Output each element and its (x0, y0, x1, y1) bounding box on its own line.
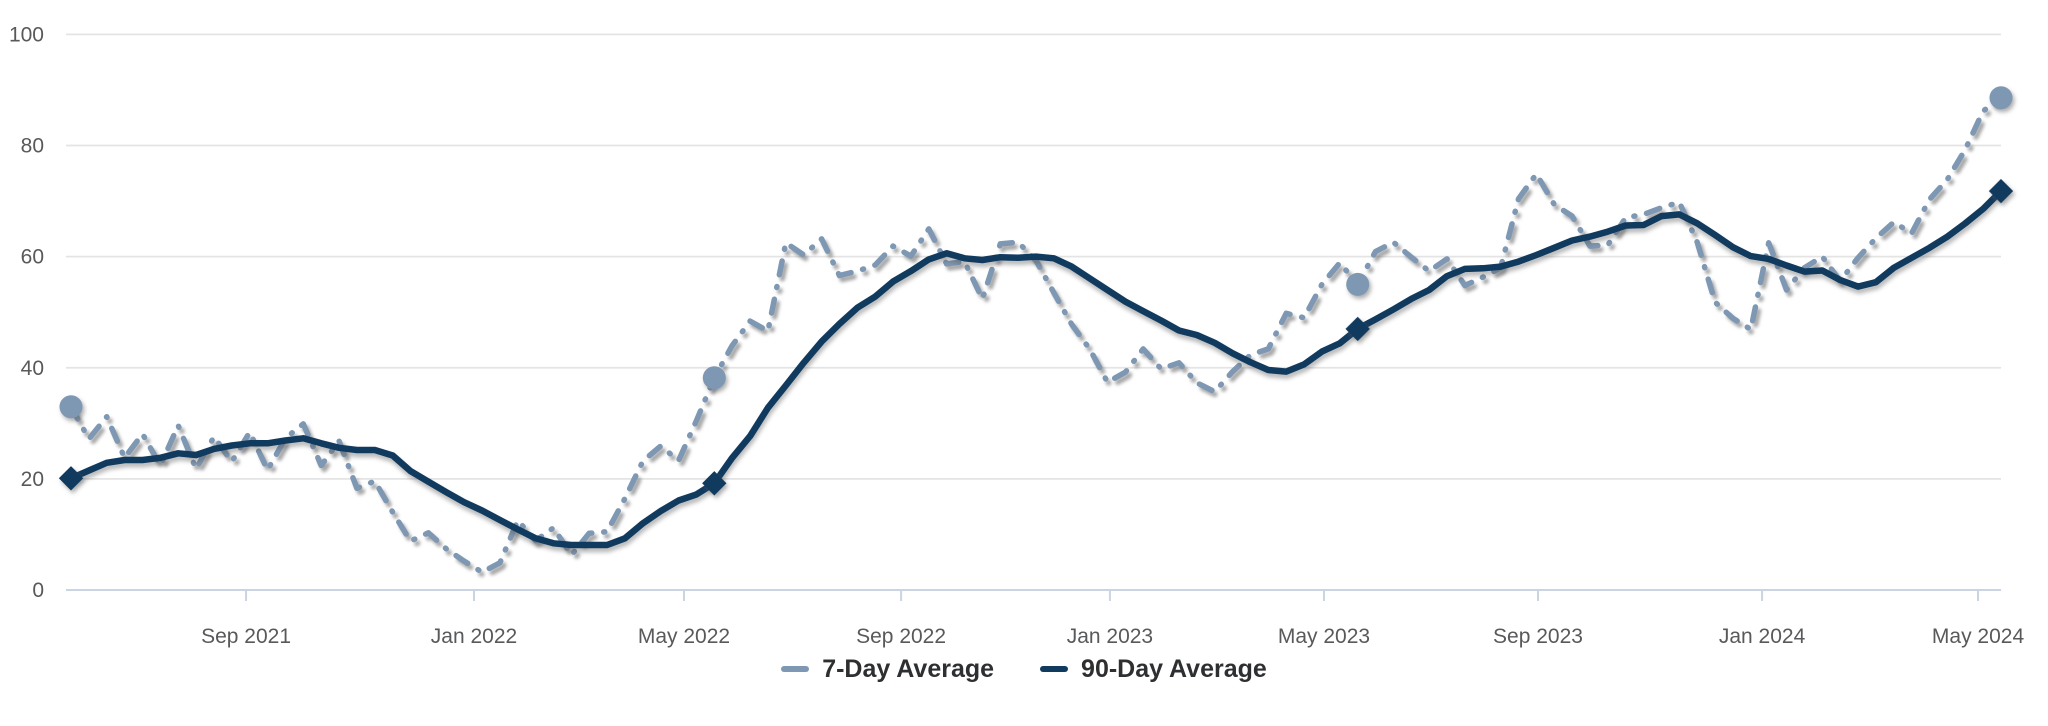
seven-day-average-swatch-icon (781, 666, 810, 672)
x-axis-label: May 2024 (1932, 625, 2025, 648)
seven-day-average-line (68, 94, 2004, 575)
y-axis-label-80: 80 (21, 135, 44, 158)
legend-item-7-day[interactable]: 7-Day Average (781, 655, 994, 684)
x-axis-label: Sep 2022 (856, 625, 946, 648)
y-axis-label-0: 0 (32, 579, 44, 602)
y-axis-label-40: 40 (21, 357, 44, 380)
circle-marker-icon (1989, 86, 2013, 110)
x-axis-label: Sep 2021 (201, 625, 291, 648)
y-axis-label-100: 100 (9, 23, 44, 46)
x-axis-label: Jan 2024 (1719, 625, 1806, 648)
seven-day-markers (59, 86, 2013, 419)
circle-marker-icon (59, 395, 83, 419)
x-axis-label: Jan 2022 (431, 625, 517, 648)
circle-marker-icon (702, 366, 726, 390)
ninety-day-average-line (67, 187, 2005, 549)
ninety-day-average-label: 90-Day Average (1081, 654, 1267, 683)
x-axis-label: May 2022 (638, 625, 730, 648)
circle-marker-icon (1346, 272, 1370, 296)
y-axis-label-60: 60 (21, 246, 44, 269)
seven-day-average-label: 7-Day Average (822, 654, 995, 683)
x-axis-label: Jan 2023 (1067, 625, 1153, 648)
x-axis-label: May 2023 (1278, 625, 1370, 648)
legend-item-90-day[interactable]: 90-Day Average (1040, 655, 1267, 684)
y-axis-label-20: 20 (21, 468, 44, 491)
chart-legend: 7-Day Average 90-Day Average (0, 646, 2048, 692)
ninety-day-average-swatch-icon (1040, 666, 1069, 672)
x-axis-label: Sep 2023 (1493, 625, 1583, 648)
diamond-marker-icon (58, 466, 84, 491)
diamond-marker-icon (702, 471, 727, 496)
